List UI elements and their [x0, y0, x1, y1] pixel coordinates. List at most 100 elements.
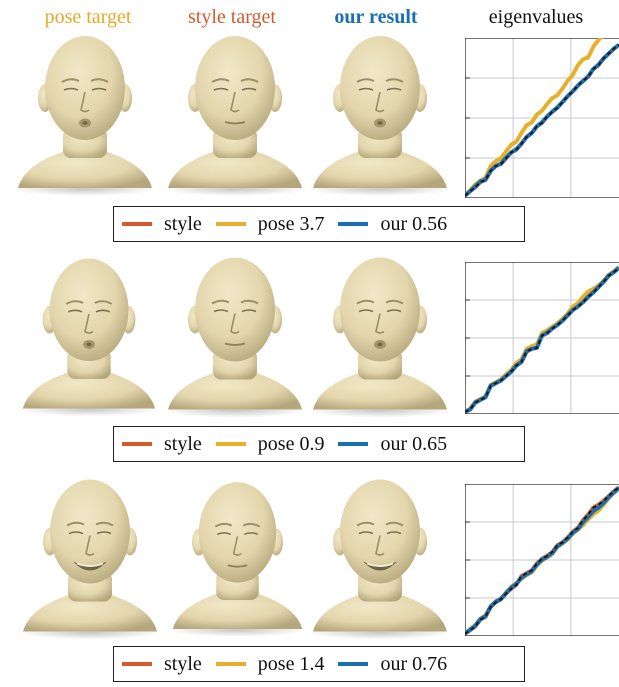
head	[50, 479, 130, 584]
head	[49, 258, 129, 362]
left-eye	[358, 531, 374, 535]
nose	[230, 313, 240, 334]
left-brow	[214, 522, 233, 528]
legend-swatch-style	[122, 442, 152, 446]
head	[195, 257, 275, 362]
header-style-target: style target	[188, 6, 276, 28]
right-brow	[95, 521, 114, 527]
right-brow	[385, 521, 404, 527]
left-eye	[213, 309, 229, 313]
shoulders	[168, 150, 302, 188]
header-pose-target: pose target	[44, 6, 132, 28]
head	[195, 36, 275, 140]
legend-row3: style pose 1.4 our 0.76	[113, 646, 525, 682]
left-eye	[68, 531, 84, 535]
legend-label-pose: pose 0.9	[257, 432, 325, 455]
left-eye	[216, 532, 232, 536]
shoulders	[313, 150, 447, 188]
legend-label-style: style	[164, 212, 202, 235]
mouth-opening	[377, 121, 383, 125]
head	[340, 257, 420, 362]
legend-label-style: style	[164, 432, 202, 455]
legend-swatch-style	[122, 222, 152, 226]
legend-label-our: our 0.65	[380, 432, 448, 455]
face-our-result-row2	[308, 257, 452, 418]
mouth-opening	[86, 342, 92, 347]
left-eye	[358, 309, 374, 313]
shoulders	[172, 592, 303, 630]
left-eye	[67, 309, 83, 313]
right-eye	[91, 87, 107, 91]
nose	[375, 91, 385, 113]
legend-swatch-our	[338, 442, 369, 446]
nose	[230, 91, 240, 113]
nose	[80, 91, 90, 113]
header-eigenvalues: eigenvalues	[488, 6, 584, 28]
right-brow	[240, 78, 259, 83]
left-brow	[356, 299, 375, 305]
left-brow	[356, 78, 375, 83]
right-eye	[96, 531, 112, 535]
left-eye	[358, 87, 374, 91]
mouth-neutral	[224, 342, 246, 346]
face-pose-target-row3	[18, 479, 162, 640]
left-brow	[65, 300, 84, 305]
left-brow	[356, 521, 375, 527]
face-style-target-row3	[167, 482, 308, 637]
right-brow	[90, 78, 109, 83]
shoulders	[23, 593, 157, 632]
right-brow	[242, 522, 261, 528]
shoulders	[168, 371, 302, 410]
face-pose-target-row2	[17, 258, 161, 417]
right-eye	[243, 532, 259, 536]
eigenvalue-plot-row3	[465, 484, 619, 636]
right-eye	[241, 87, 257, 91]
legend-label-style: style	[164, 652, 202, 675]
head	[340, 479, 420, 584]
right-brow	[385, 299, 404, 305]
head	[45, 36, 125, 140]
nose	[232, 536, 242, 556]
legend-label-our: our 0.56	[380, 212, 448, 235]
nose	[375, 313, 385, 334]
face-style-target-row1	[163, 36, 307, 196]
series-line-style-overlay	[465, 44, 619, 197]
series-line-style-overlay	[465, 267, 619, 413]
right-eye	[386, 531, 402, 535]
face-pose-target-row1	[13, 36, 157, 196]
head	[340, 36, 420, 140]
face-our-result-row3	[308, 479, 452, 640]
legend-swatch-style	[122, 662, 152, 666]
right-eye	[386, 87, 402, 91]
legend-label-pose: pose 3.7	[257, 212, 325, 235]
left-brow	[66, 521, 85, 527]
right-eye	[386, 309, 402, 313]
face-style-target-row2	[163, 257, 307, 418]
face-our-result-row1	[308, 36, 452, 196]
left-brow	[211, 78, 230, 83]
eigenvalue-plot-row2	[465, 262, 619, 414]
left-brow	[211, 299, 230, 305]
legend-swatch-pose	[215, 222, 246, 226]
shoulders	[22, 371, 156, 409]
legend-swatch-our	[338, 222, 369, 226]
mouth-neutral	[224, 121, 246, 125]
series-line-pose	[465, 38, 604, 197]
mouth-neutral	[227, 564, 248, 568]
shoulders	[18, 150, 152, 188]
legend-label-our: our 0.76	[380, 652, 448, 675]
legend-row1: style pose 3.7 our 0.56	[113, 206, 525, 242]
right-eye	[241, 309, 257, 313]
right-brow	[94, 300, 113, 305]
legend-swatch-our	[338, 662, 369, 666]
shoulders	[313, 371, 447, 410]
nose	[84, 313, 94, 334]
mouth-opening	[377, 342, 383, 347]
legend-label-pose: pose 1.4	[257, 652, 325, 675]
nose	[85, 535, 95, 556]
series-line-our	[465, 486, 619, 636]
header-our-result: our result	[334, 6, 418, 28]
right-brow	[385, 78, 404, 83]
left-brow	[61, 78, 80, 83]
teeth	[76, 562, 104, 567]
